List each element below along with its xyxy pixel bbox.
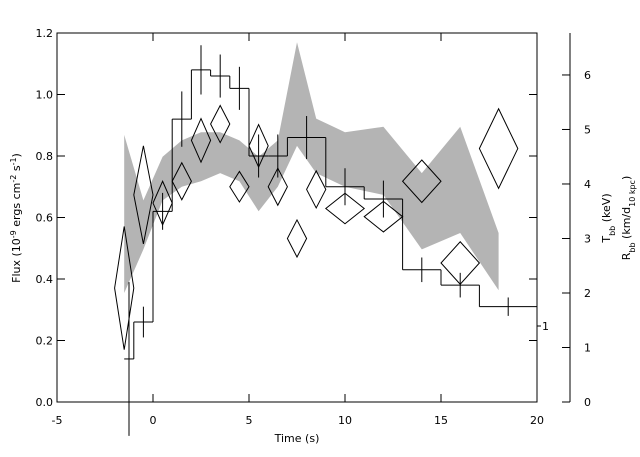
label-part: (km/d	[620, 207, 633, 243]
label-part: bb	[628, 242, 637, 252]
label-part: -2	[9, 175, 18, 183]
y-tick-label: 0.8	[36, 150, 54, 163]
x-tick-label: 20	[530, 414, 544, 427]
temperature-band	[124, 42, 499, 293]
y2-axis-label-r: Rbb (km/d10 kpc)	[620, 176, 637, 261]
label-part: s	[10, 165, 23, 174]
radius-diamond	[229, 170, 250, 203]
radius-diamond	[324, 192, 366, 225]
label-part: 10 kpc	[628, 180, 637, 207]
label-part: Flux (10	[10, 238, 23, 283]
label-part: (keV)	[600, 193, 613, 225]
label-part: )	[620, 176, 633, 180]
y2-tick-label: 5	[584, 123, 591, 136]
radius-diamond	[478, 107, 519, 190]
x-tick-label: 15	[434, 414, 448, 427]
label-part: -1	[9, 157, 18, 165]
label-part: )	[10, 153, 23, 157]
y-tick-label: 0.4	[36, 273, 54, 286]
radius-diamond	[363, 200, 404, 233]
radius-diamond	[267, 167, 288, 207]
x-tick-label: 0	[150, 414, 157, 427]
label-part: R	[620, 252, 633, 260]
y2-tick-label: 6	[584, 69, 591, 82]
x-tick-label: 5	[246, 414, 253, 427]
x-tick-label: -5	[52, 414, 63, 427]
y-tick-label: 1.2	[36, 27, 54, 40]
y-tick-label: 0.0	[36, 396, 54, 409]
x-tick-label: 10	[338, 414, 352, 427]
y-tick-label: 0.2	[36, 335, 54, 348]
radius-diamond	[286, 218, 308, 259]
label-part: T	[600, 236, 613, 244]
label-part: ergs cm	[10, 183, 23, 231]
annotation: 1	[542, 320, 549, 333]
y2-tick-label: 3	[584, 232, 591, 245]
y2-tick-label: 0	[584, 396, 591, 409]
y2-tick-label: 1	[584, 341, 591, 354]
y2-axis-label-t: Tbb (keV)	[600, 193, 617, 243]
y2-tick-label: 4	[584, 178, 591, 191]
radius-diamond	[210, 104, 231, 144]
label-part: -9	[9, 230, 18, 238]
radius-diamond	[306, 169, 327, 210]
radius-diamond	[171, 161, 192, 201]
label-part: bb	[608, 226, 617, 236]
radius-diamond	[133, 145, 154, 245]
y-tick-label: 0.6	[36, 212, 54, 225]
y-tick-label: 1.0	[36, 89, 54, 102]
radius-diamond	[190, 117, 212, 164]
y2-tick-label: 2	[584, 287, 591, 300]
y-axis-label: Flux (10-9 ergs cm-2 s-1)	[9, 153, 24, 283]
x-axis-label: Time (s)	[274, 432, 320, 445]
radius-diamond	[401, 159, 442, 204]
radius-diamond	[114, 226, 135, 350]
